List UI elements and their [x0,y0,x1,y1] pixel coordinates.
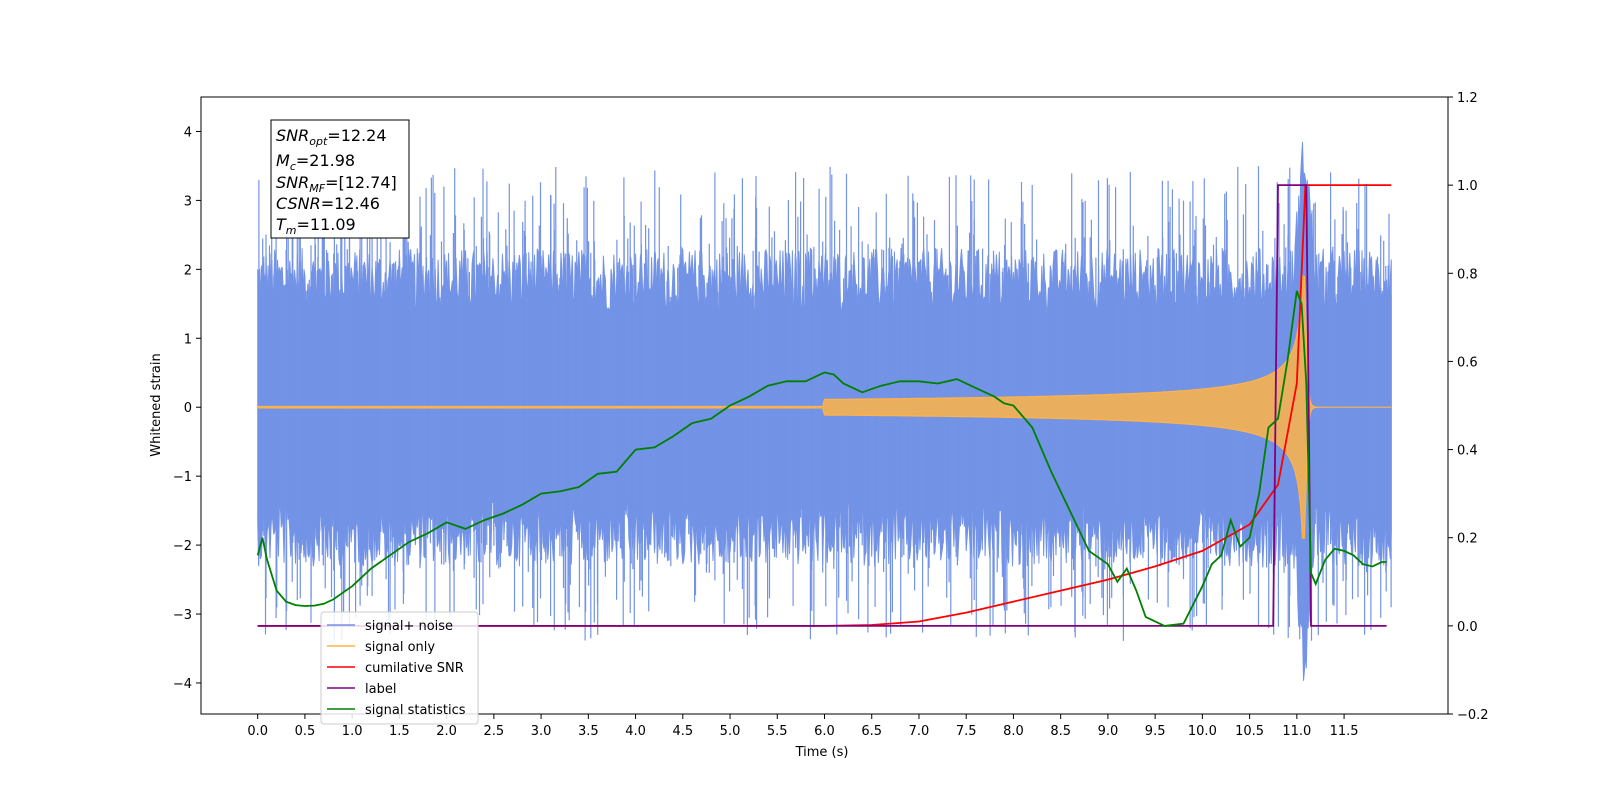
x-tick-label: 1.0 [342,724,363,739]
x-tick-label: 0.0 [247,724,268,739]
y-left-tick-label: 1 [184,332,192,347]
signal-plus-noise-spikes [258,166,1392,641]
x-tick-label: 10.0 [1188,724,1217,739]
y-right-tick-label: 1.0 [1457,179,1478,194]
cumulative-snr-line [257,184,1392,627]
x-tick-label: 1.5 [389,724,410,739]
y-right-tick-label: 0.2 [1457,532,1478,547]
legend-frame [320,611,479,725]
signal-only-line [257,275,1392,539]
annotation-frame [270,119,410,239]
x-tick-label: 11.5 [1330,724,1359,739]
annotation-csnr: CSNR=12.46 [276,194,380,213]
y-left-tick-label: 2 [184,263,192,278]
x-axis-ticks: 0.0 0.5 1.0 1.5 2.0 2.5 3.0 3.5 4.0 4.5 5.0 5.5 6.0 6… [247,714,1359,739]
legend-label-label: label [365,682,396,697]
x-tick-label: 11.0 [1282,724,1311,739]
legend-label-signal-only: signal only [365,640,435,655]
x-tick-label: 9.5 [1145,724,1166,739]
y-left-tick-label: −2 [173,539,192,554]
y-axis-label: Whitened strain [149,353,164,456]
x-tick-label: 10.5 [1235,724,1264,739]
annotation-snr-mf: SNRMF=[12.74] [276,173,397,195]
y-axis-left-ticks: 4 3 2 1 0 −1 −2 −3 −4 [173,125,201,692]
x-axis-label: Time (s) [795,745,849,760]
y-left-tick-label: −4 [173,677,192,692]
legend: signal+ noise signal only cumilative SNR… [320,611,479,725]
legend-label-signal-noise: signal+ noise [365,619,453,634]
y-right-tick-label: 0.0 [1457,620,1478,635]
y-left-tick-label: 0 [184,401,192,416]
x-tick-label: 4.0 [625,724,646,739]
x-tick-label: 6.0 [814,724,835,739]
x-tick-label: 8.0 [1003,724,1024,739]
signal-statistics-line [256,290,1387,627]
x-tick-label: 2.5 [484,724,505,739]
x-tick-label: 0.5 [295,724,316,739]
y-right-tick-label: −0.2 [1457,708,1489,723]
annotation-snr-opt: SNRopt=12.24 [276,126,387,148]
y-right-tick-label: 0.6 [1457,355,1478,370]
y-left-tick-label: 4 [184,125,192,140]
legend-label-cumulative-snr: cumilative SNR [365,661,464,676]
x-tick-label: 8.5 [1050,724,1071,739]
annotation-box: SNRopt=12.24 Mc=21.98 SNRMF=[12.74] CSNR… [270,119,410,239]
annotation-mc: Mc=21.98 [276,151,355,173]
series-layer [256,141,1392,681]
x-tick-label: 4.5 [672,724,693,739]
x-tick-label: 5.0 [720,724,741,739]
x-tick-label: 5.5 [767,724,788,739]
x-tick-label: 7.0 [909,724,930,739]
y-left-tick-label: −1 [173,470,192,485]
x-tick-label: 7.5 [956,724,977,739]
x-tick-label: 3.0 [531,724,552,739]
y-left-tick-label: 3 [184,194,192,209]
x-tick-label: 2.0 [436,724,457,739]
label-line [257,184,1387,627]
legend-label-signal-statistics: signal statistics [365,703,466,718]
y-right-tick-label: 0.8 [1457,267,1478,282]
annotation-tm: Tm=11.09 [276,215,356,237]
y-axis-right-ticks: 1.2 1.0 0.8 0.6 0.4 0.2 0.0 −0.2 [1448,91,1489,723]
x-tick-label: 3.5 [578,724,599,739]
x-tick-label: 6.5 [861,724,882,739]
y-right-tick-label: 0.4 [1457,444,1478,459]
y-left-tick-label: −3 [173,608,192,623]
y-right-tick-label: 1.2 [1457,91,1478,106]
x-tick-label: 9.0 [1098,724,1119,739]
